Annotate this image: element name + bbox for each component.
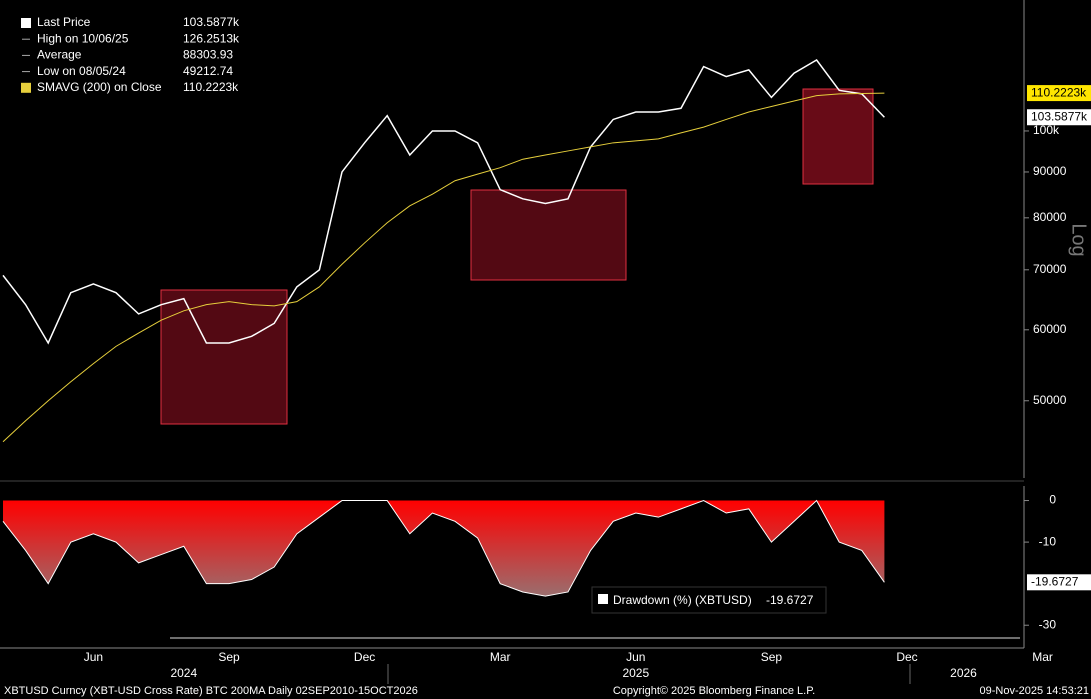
y-tick-label: 0 [1049, 493, 1056, 507]
legend-value: -19.6727 [766, 593, 814, 607]
y-tick-label: 50000 [1033, 393, 1067, 407]
y-tick-label: 80000 [1033, 210, 1067, 224]
legend-value: 49212.74 [183, 64, 233, 78]
legend-label: Last Price [37, 15, 91, 29]
x-tick-label: Jun [84, 650, 103, 664]
value-tag-label: 103.5877k [1031, 109, 1088, 123]
footer-center: Copyright© 2025 Bloomberg Finance L.P. [613, 685, 815, 697]
x-tick-label: Mar [490, 650, 511, 664]
value-tag [1027, 574, 1091, 591]
y-tick-label: -30 [1039, 617, 1057, 631]
legend-swatch [21, 82, 31, 93]
x-tick-label: Dec [354, 650, 375, 664]
x-tick-label: Jun [626, 650, 645, 664]
legend-label: Average [37, 48, 82, 62]
y-tick-label: 90000 [1033, 164, 1067, 178]
x-tick-label: Sep [218, 650, 240, 664]
legend-swatch [21, 18, 31, 28]
year-label: 2025 [622, 666, 649, 680]
year-label: 2026 [950, 666, 977, 680]
footer-left: XBTUSD Curncy (XBT-USD Cross Rate) BTC 2… [4, 685, 418, 697]
highlight-box [802, 88, 874, 185]
axis-label: Log [1068, 223, 1090, 256]
legend-box [591, 586, 827, 614]
legend-value: 88303.93 [183, 48, 233, 62]
y-tick-label: 70000 [1033, 262, 1067, 276]
series-line [2, 92, 885, 443]
footer-right: 09-Nov-2025 14:53:21 [980, 685, 1089, 697]
x-tick-label: Mar [1032, 650, 1053, 664]
y-tick-label: -10 [1039, 534, 1057, 548]
highlight-box [470, 189, 627, 281]
drawdown-area [3, 500, 885, 597]
value-tag [1027, 85, 1091, 102]
legend-value: 110.2223k [183, 80, 239, 94]
y-tick-label: 60000 [1033, 322, 1067, 336]
highlight-box [160, 289, 288, 425]
legend-swatch [598, 594, 608, 604]
legend-label: Drawdown (%) (XBTUSD) [613, 593, 752, 607]
legend-label: Low on 08/05/24 [37, 64, 126, 78]
legend-value: 103.5877k [183, 15, 240, 29]
value-tag-label: -19.6727 [1031, 574, 1079, 588]
legend-box [8, 13, 248, 98]
year-label: 2024 [170, 666, 197, 680]
series-line [2, 59, 885, 345]
value-tag [1027, 109, 1091, 126]
legend-label: SMAVG (200) on Close [37, 80, 162, 94]
value-tag-label: 110.2223k [1031, 85, 1087, 99]
x-tick-label: Dec [896, 650, 917, 664]
y-tick-label: 100k [1033, 123, 1060, 137]
x-tick-label: Sep [761, 650, 783, 664]
drawdown-line [2, 499, 885, 597]
legend-value: 126.2513k [183, 31, 240, 45]
legend-label: High on 10/06/25 [37, 31, 129, 45]
